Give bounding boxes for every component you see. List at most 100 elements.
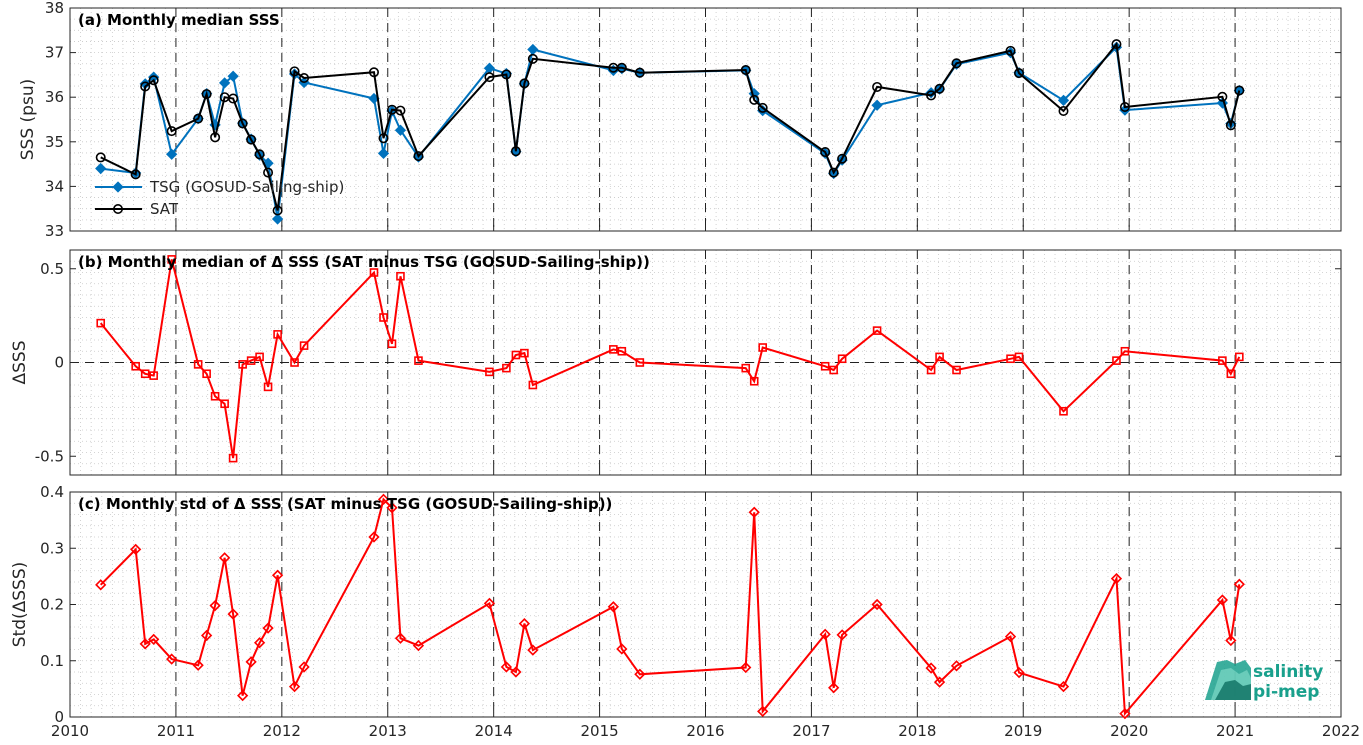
data-point: [1218, 356, 1227, 365]
series-delta: [95, 493, 1245, 720]
data-point: [414, 356, 423, 365]
series-sat: [95, 39, 1245, 216]
data-point: [131, 361, 140, 371]
data-point: [1234, 85, 1245, 96]
data-point: [254, 149, 265, 160]
data-point: [616, 643, 628, 655]
panel-a: 33 34 35 36 37 38 SSS (psu) (a) Monthly median …: [18, 0, 1342, 240]
y-tick-label: 0.4: [40, 483, 64, 501]
data-point: [1233, 578, 1245, 590]
data-point: [1216, 594, 1229, 606]
data-point: [228, 93, 239, 104]
data-point: [289, 66, 300, 77]
data-point: [298, 661, 310, 673]
data-point: [202, 369, 211, 379]
data-point: [1014, 68, 1025, 79]
data-point: [483, 597, 496, 610]
data-point: [617, 346, 627, 356]
data-point: [209, 599, 221, 612]
data-point: [609, 345, 618, 354]
data-point: [925, 662, 937, 674]
logo-line2: pi-mep: [1253, 682, 1319, 702]
data-point: [201, 629, 213, 642]
data-point: [193, 360, 203, 369]
data-point: [227, 70, 239, 82]
data-point: [528, 380, 538, 390]
data-point: [139, 638, 151, 650]
data-point: [837, 354, 847, 364]
data-point: [1057, 680, 1070, 693]
legend-marker: [112, 181, 124, 193]
data-point: [634, 67, 645, 78]
y-tick-label: 0.3: [40, 539, 64, 557]
data-point: [820, 147, 831, 158]
data-point: [130, 169, 141, 180]
data-point: [1006, 354, 1015, 364]
data-point: [828, 682, 840, 694]
data-point: [387, 339, 397, 349]
data-point: [192, 659, 204, 671]
data-point: [511, 350, 521, 360]
data-point: [238, 360, 247, 369]
data-point: [395, 105, 406, 116]
data-point: [140, 81, 151, 92]
data-point: [95, 579, 107, 591]
data-point: [396, 271, 405, 281]
data-point: [510, 146, 521, 157]
data-point: [500, 661, 513, 673]
data-point: [1004, 630, 1017, 643]
data-point: [167, 255, 176, 264]
panel-b: -0.5 0 0.5 ΔSSS (b) Monthly median of Δ SSS …: [10, 249, 1342, 476]
data-point: [758, 343, 767, 352]
data-point: [377, 493, 390, 505]
data-point: [748, 506, 760, 518]
x-tick-label: 2017: [792, 722, 830, 740]
year-grid: [175, 8, 1236, 231]
data-point: [1112, 356, 1121, 365]
data-point: [95, 152, 106, 163]
data-point: [1013, 666, 1025, 679]
data-point: [1235, 352, 1244, 362]
panel-title: (a) Monthly median SSS: [78, 11, 280, 29]
data-point: [288, 680, 301, 693]
data-point: [1059, 406, 1068, 416]
data-point: [96, 318, 106, 328]
series-line: [100, 41, 1241, 211]
legend-marker: [113, 204, 124, 215]
data-point: [820, 361, 830, 371]
data-point: [519, 78, 530, 89]
data-point: [741, 363, 751, 373]
data-point: [130, 543, 142, 556]
data-point: [272, 205, 283, 216]
data-point: [1119, 102, 1130, 113]
data-point: [246, 134, 257, 145]
data-point: [829, 365, 838, 375]
x-tick-label: 2020: [1110, 722, 1148, 740]
data-point: [749, 94, 760, 105]
data-point: [926, 90, 937, 101]
data-point: [166, 148, 178, 160]
data-point: [1225, 634, 1237, 647]
data-point: [872, 81, 883, 92]
data-point: [926, 365, 936, 375]
data-point: [227, 608, 239, 620]
x-tick-label: 2016: [686, 722, 724, 740]
x-tick-label: 2022: [1322, 722, 1360, 740]
series-line: [99, 259, 1241, 459]
data-point: [484, 72, 495, 83]
data-point: [1110, 572, 1123, 585]
y-tick-label: 0.2: [40, 596, 64, 614]
y-tick-label: 36: [45, 88, 64, 106]
data-point: [166, 653, 178, 665]
x-tick-label: 2018: [898, 722, 936, 740]
y-axis-label: SSS (psu): [18, 79, 38, 160]
data-point: [607, 601, 619, 613]
data-point: [394, 632, 407, 644]
series-delta: [96, 255, 1244, 463]
data-point: [634, 668, 646, 680]
y-axis-label: ΔSSS: [10, 340, 30, 384]
data-point: [749, 376, 759, 386]
data-point: [1111, 39, 1122, 50]
x-tick-label: 2015: [580, 722, 618, 740]
data-point: [501, 69, 512, 80]
